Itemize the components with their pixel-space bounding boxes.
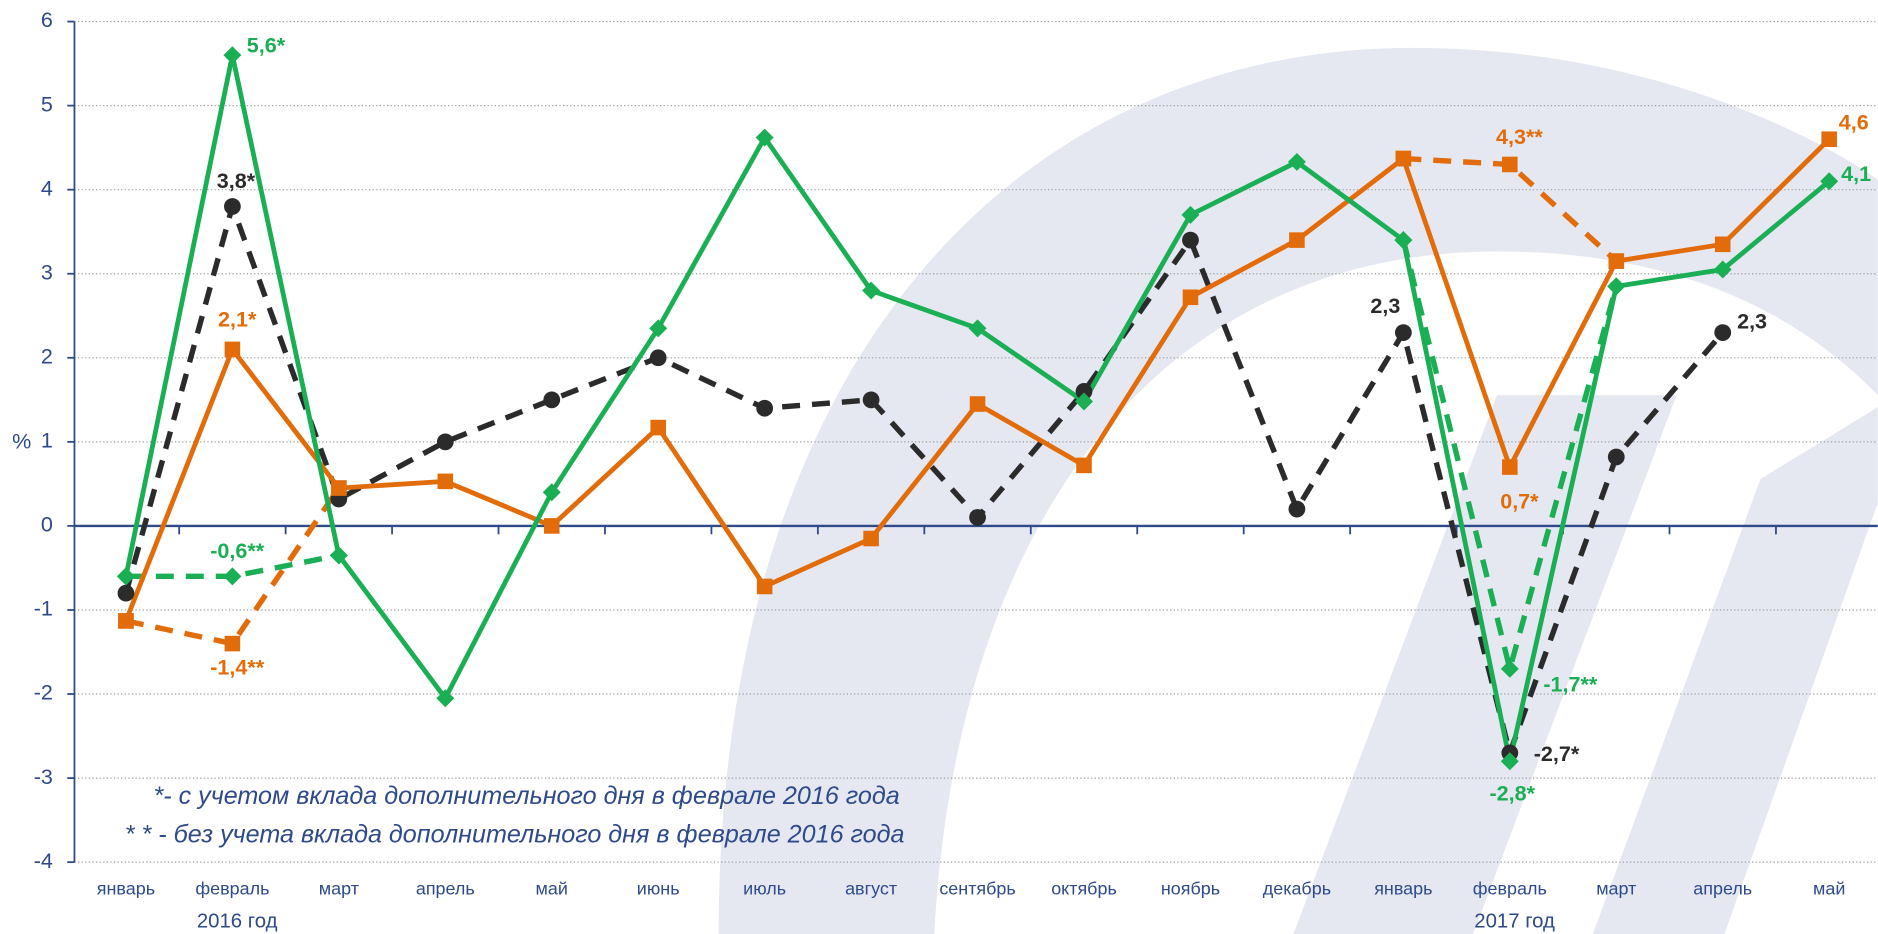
marker — [544, 518, 560, 534]
x-tick-label: апрель — [1693, 878, 1752, 898]
marker — [863, 531, 879, 547]
x-tick-label: декабрь — [1263, 878, 1331, 898]
x-tick-label: август — [845, 878, 897, 898]
marker — [1182, 232, 1199, 249]
data-label: 0,7* — [1500, 489, 1539, 514]
marker — [1502, 459, 1518, 475]
data-label: 4,3** — [1496, 124, 1543, 149]
marker — [1714, 324, 1731, 341]
x-tick-label: март — [319, 878, 359, 898]
marker — [543, 391, 560, 408]
y-tick-label: -4 — [34, 848, 53, 873]
marker — [223, 46, 241, 64]
marker — [1395, 324, 1412, 341]
marker — [863, 391, 880, 408]
data-label: 2,3 — [1737, 309, 1767, 334]
y-tick-label: -2 — [34, 680, 53, 705]
x-tick-label: июль — [743, 878, 786, 898]
x-tick-label: январь — [1374, 878, 1432, 898]
y-tick-label: -1 — [34, 596, 53, 621]
y-tick-label: 3 — [41, 259, 53, 284]
marker — [1289, 501, 1306, 518]
marker — [650, 420, 666, 436]
marker — [223, 567, 241, 585]
data-label: -1,7** — [1543, 671, 1598, 696]
y-tick-label: 5 — [41, 91, 53, 116]
y-tick-label: 2 — [41, 343, 53, 368]
marker — [224, 198, 241, 215]
x-tick-label: май — [1813, 878, 1845, 898]
marker — [118, 585, 135, 602]
x-tick-label: май — [536, 878, 568, 898]
y-tick-label: 0 — [41, 512, 53, 537]
data-label: 4,1 — [1841, 161, 1871, 186]
data-label: -2,8* — [1489, 780, 1535, 805]
x-tick-label: январь — [97, 878, 155, 898]
page: {"chart_data": { "type": "line", "ylabel… — [0, 0, 1878, 934]
marker — [1607, 277, 1625, 295]
data-label: -0,6** — [210, 538, 265, 563]
marker — [650, 349, 667, 366]
x-tick-label: март — [1596, 878, 1636, 898]
x-tick-label: июнь — [637, 878, 680, 898]
data-label: 3,8* — [217, 168, 256, 193]
marker — [438, 474, 454, 490]
x-tick-label: апрель — [416, 878, 475, 898]
category-group-label: 2017 год — [1474, 910, 1555, 932]
marker — [756, 400, 773, 417]
marker — [1289, 232, 1305, 248]
x-tick-label: сентябрь — [939, 878, 1015, 898]
data-label: 5,6* — [247, 32, 286, 57]
marker — [1183, 289, 1199, 305]
marker — [757, 579, 773, 595]
marker — [1608, 253, 1624, 269]
marker — [225, 342, 241, 358]
marker — [1608, 449, 1625, 466]
marker — [225, 636, 241, 652]
data-label: -1,4** — [210, 654, 265, 679]
y-tick-label: 6 — [41, 7, 53, 32]
marker — [1396, 151, 1412, 167]
marker — [970, 396, 986, 412]
x-tick-label: ноябрь — [1161, 878, 1220, 898]
marker — [437, 433, 454, 450]
data-label: 2,1* — [218, 306, 257, 331]
x-tick-label: октябрь — [1051, 878, 1117, 898]
category-group-label: 2016 год — [197, 910, 278, 932]
y-axis-label: % — [12, 429, 31, 454]
data-label: -2,7* — [1534, 741, 1580, 766]
marker — [331, 480, 347, 496]
marker — [969, 509, 986, 526]
x-tick-label: февраль — [1473, 878, 1547, 898]
data-label: 2,3 — [1370, 293, 1400, 318]
marker — [118, 613, 134, 629]
marker — [1502, 157, 1518, 173]
data-label: 4,6 — [1839, 109, 1869, 134]
marker — [1715, 237, 1731, 253]
marker — [1076, 458, 1092, 474]
marker — [117, 567, 135, 585]
y-tick-label: -3 — [34, 764, 53, 789]
annotation: * * - без учета вклада дополнительного д… — [125, 820, 905, 848]
chart: % -4 -3 -2 -1 0 1 2 3 4 5 6 январь февраль 2016 год ма… — [0, 0, 1878, 934]
x-tick-label: февраль — [195, 878, 269, 898]
y-tick-label: 4 — [41, 175, 53, 200]
y-tick-label: 1 — [41, 428, 53, 453]
annotation: *- с учетом вклада дополнительного дня в… — [153, 782, 899, 810]
marker — [1821, 131, 1837, 147]
